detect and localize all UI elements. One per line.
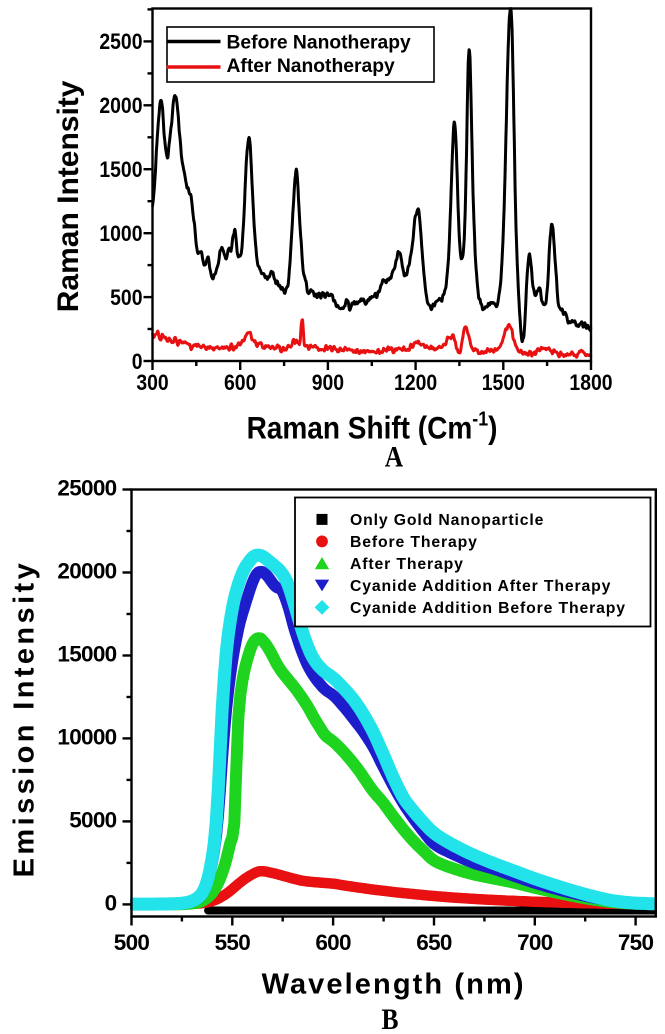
svg-text:650: 650 [416,930,452,955]
svg-text:After Therapy: After Therapy [350,556,464,573]
svg-text:15000: 15000 [57,642,116,667]
svg-text:A: A [385,441,403,474]
svg-text:After Nanotherapy: After Nanotherapy [227,56,395,77]
svg-text:1000: 1000 [99,222,142,246]
svg-text:0: 0 [105,891,117,916]
svg-text:600: 600 [315,930,351,955]
svg-text:10000: 10000 [57,725,116,750]
svg-text:700: 700 [517,930,553,955]
svg-text:Before Therapy: Before Therapy [350,534,478,551]
svg-text:5000: 5000 [69,808,116,833]
svg-text:500: 500 [110,286,142,310]
svg-text:900: 900 [312,371,344,395]
svg-text:Only Gold Nanoparticle: Only Gold Nanoparticle [350,512,544,529]
svg-text:1800: 1800 [569,371,612,395]
svg-text:B: B [381,1003,398,1034]
svg-text:300: 300 [136,371,168,395]
svg-text:500: 500 [114,930,150,955]
svg-text:Raman Shift (Cm-1): Raman Shift (Cm-1) [247,409,498,446]
svg-text:0: 0 [132,350,143,374]
svg-text:600: 600 [224,371,256,395]
svg-text:20000: 20000 [57,559,116,584]
svg-text:25000: 25000 [57,476,116,501]
svg-text:Cyanide Addition Before Therap: Cyanide Addition Before Therapy [350,600,626,617]
svg-text:750: 750 [618,930,654,955]
svg-text:550: 550 [215,930,251,955]
svg-text:1500: 1500 [482,371,525,395]
svg-text:1200: 1200 [394,371,437,395]
svg-text:Emission Intensity: Emission Intensity [9,560,41,877]
svg-text:1500: 1500 [99,158,142,182]
svg-text:2500: 2500 [99,30,142,54]
svg-text:Raman Intensity: Raman Intensity [52,80,85,312]
svg-text:2000: 2000 [99,94,142,118]
svg-text:Wavelength (nm): Wavelength (nm) [262,969,526,1001]
svg-text:Before Nanotherapy: Before Nanotherapy [227,32,412,53]
svg-text:Cyanide Addition After Therapy: Cyanide Addition After Therapy [350,578,611,595]
